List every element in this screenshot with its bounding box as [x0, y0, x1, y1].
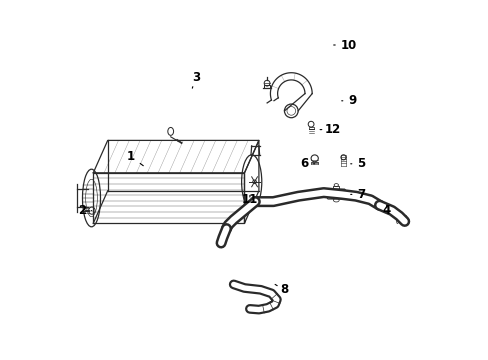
Text: 9: 9 [341, 94, 356, 107]
Text: 6: 6 [299, 157, 314, 170]
Text: 11: 11 [241, 193, 258, 206]
Text: 5: 5 [350, 157, 365, 170]
Text: 4: 4 [382, 204, 390, 217]
Text: 3: 3 [191, 71, 200, 88]
Text: 7: 7 [350, 188, 365, 201]
Text: 8: 8 [275, 283, 287, 296]
Text: 10: 10 [333, 39, 356, 51]
Text: 12: 12 [320, 123, 340, 136]
Text: 2: 2 [78, 204, 91, 217]
Text: 1: 1 [127, 150, 143, 166]
